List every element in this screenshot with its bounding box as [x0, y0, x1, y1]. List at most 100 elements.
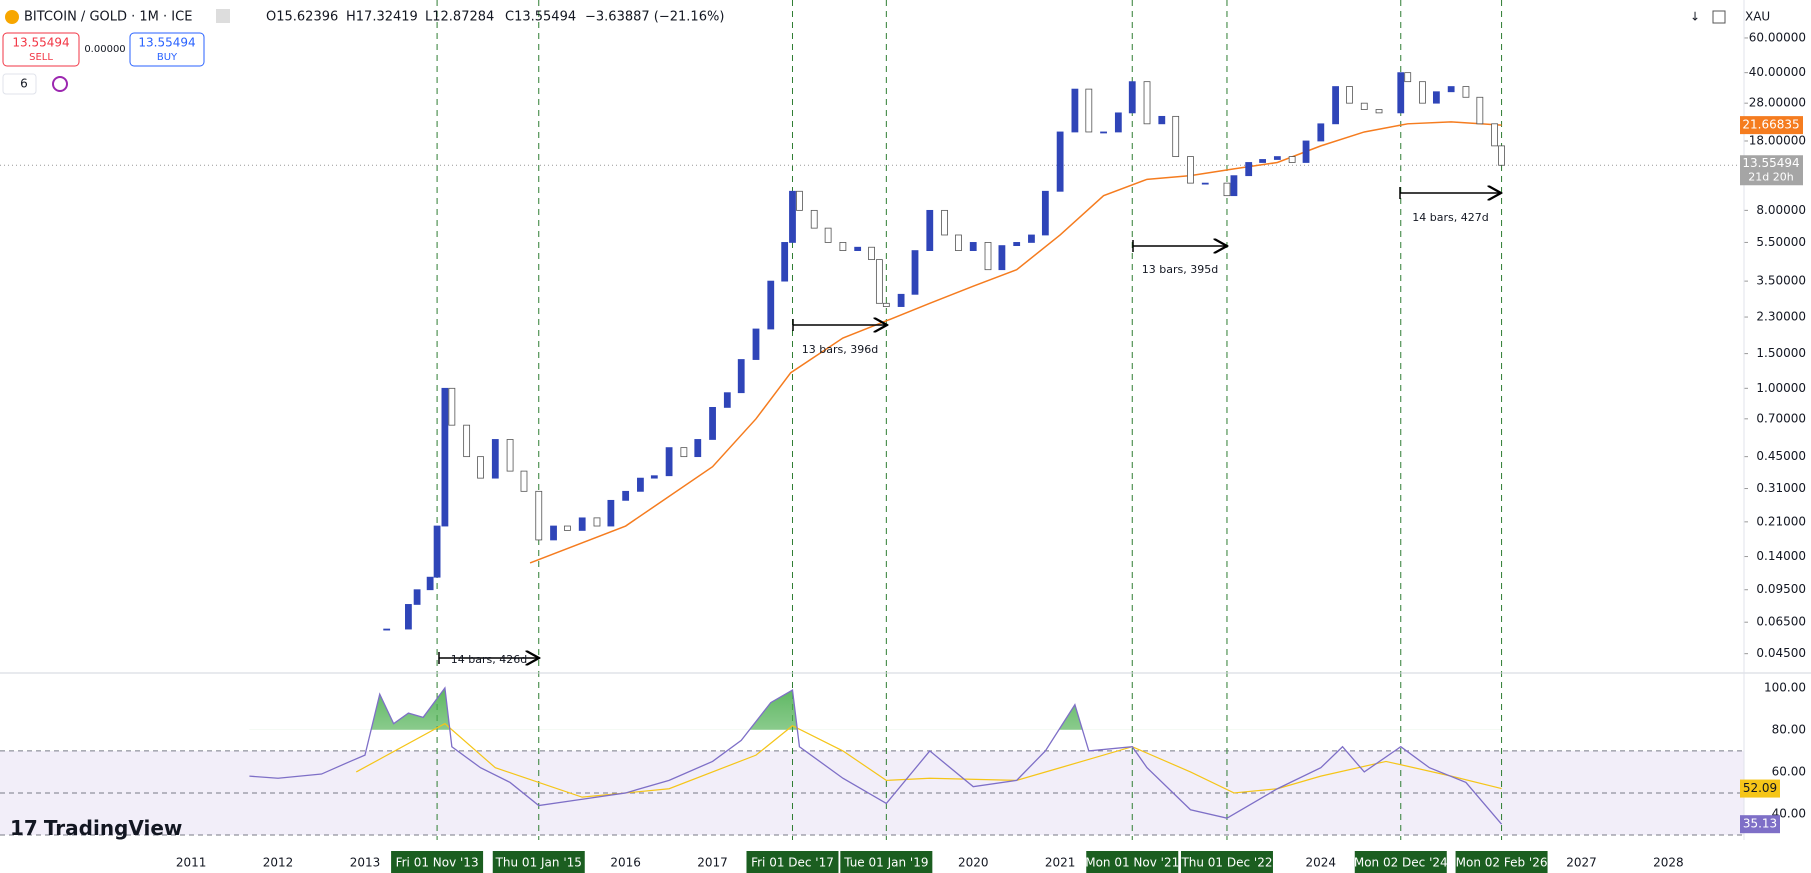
candle — [1201, 182, 1209, 185]
currency[interactable]: XAU — [1745, 10, 1770, 24]
candle — [1397, 72, 1405, 114]
marker-box — [840, 851, 933, 873]
candle — [752, 328, 760, 360]
candle — [1302, 140, 1310, 163]
x-tick-label: 2024 — [1306, 856, 1337, 870]
measure-label: 14 bars, 427d — [1412, 211, 1488, 224]
candle — [1419, 81, 1426, 104]
candle — [911, 250, 919, 295]
candle — [1028, 234, 1035, 243]
candle — [1143, 81, 1151, 125]
y-tick-label: 40.00000 — [1749, 65, 1806, 79]
candle — [680, 447, 688, 458]
candle — [1041, 190, 1049, 236]
candle — [1288, 156, 1296, 163]
candle — [405, 604, 412, 630]
candle — [839, 242, 847, 251]
candle — [789, 190, 796, 243]
candle — [1317, 123, 1325, 142]
rsi-tick-label: 80.00 — [1772, 722, 1806, 736]
marker-label: Thu 01 Jan '15 — [495, 856, 582, 870]
buy-label: BUY — [157, 52, 178, 63]
marker-box — [1354, 851, 1447, 873]
candle — [1187, 156, 1194, 184]
candle — [737, 359, 745, 394]
header: BITCOIN / GOLD · 1M · ICE O15.62396 H17.… — [2, 9, 1806, 873]
sell-label: SELL — [29, 52, 53, 63]
rsi-line — [249, 686, 1503, 825]
candle — [477, 456, 484, 479]
candle — [1230, 175, 1238, 197]
candle — [564, 525, 571, 531]
candle — [882, 302, 890, 307]
candle — [1223, 182, 1231, 197]
rsi-tick-label: 40.00 — [1772, 806, 1806, 820]
candle — [506, 439, 514, 472]
candle — [1432, 91, 1440, 104]
download-icon[interactable]: ↓ — [1690, 10, 1700, 24]
candle — [1245, 162, 1253, 177]
candle — [535, 490, 543, 541]
candle — [1498, 145, 1505, 166]
candle — [694, 439, 702, 458]
candle — [767, 280, 775, 330]
candle — [1172, 115, 1180, 157]
plot: 14 bars, 426d 13 bars, 396d 13 bars, 395d 1… — [249, 72, 1505, 825]
y-tick-label: 1.50000 — [1756, 346, 1806, 360]
marker-label: Mon 02 Dec '24 — [1354, 856, 1448, 870]
candle — [868, 246, 875, 261]
candle — [607, 499, 615, 527]
y-tick-label: 0.14000 — [1756, 549, 1806, 563]
indicators-count: 6 — [20, 77, 28, 91]
spread: 0.00000 — [84, 44, 125, 55]
rsi-label: 35.13 — [1743, 817, 1777, 831]
ma-label: 21.66835 — [1742, 118, 1799, 132]
flag[interactable] — [216, 9, 230, 23]
candle — [1476, 96, 1484, 125]
candle — [969, 242, 977, 251]
ohlc-high: H17.32419 — [346, 10, 418, 25]
x-tick-label: 2012 — [263, 856, 294, 870]
buy-button[interactable] — [129, 32, 205, 67]
rsi-overbought-fill — [249, 687, 1502, 730]
candle — [875, 259, 883, 304]
sell-button[interactable] — [2, 32, 80, 67]
candle — [1056, 131, 1064, 192]
measure-label: 13 bars, 395d — [1142, 263, 1218, 276]
candle — [550, 525, 557, 541]
marker-label: Fri 01 Nov '13 — [396, 856, 479, 870]
y-tick-label: 0.45000 — [1756, 449, 1806, 463]
marker-label: Mon 01 Nov '21 — [1085, 856, 1179, 870]
last-price-label: 13.55494 — [1742, 156, 1799, 170]
candle — [491, 439, 499, 479]
candle — [520, 470, 528, 492]
marker-box — [391, 851, 484, 873]
sync-icon[interactable] — [52, 76, 68, 92]
rsi-ma — [355, 722, 1502, 798]
candle — [1462, 86, 1470, 98]
rsi-badge — [1740, 815, 1780, 834]
candle — [1360, 102, 1368, 110]
marker-box — [492, 851, 585, 873]
y-tick-label: 1.00000 — [1756, 381, 1806, 395]
candle — [1259, 159, 1266, 163]
candle — [926, 209, 934, 251]
y-tick-label: 0.21000 — [1756, 514, 1806, 528]
buy-price: 13.55494 — [138, 36, 195, 50]
candle — [665, 447, 673, 477]
candle — [1273, 156, 1281, 160]
candle — [1491, 123, 1499, 147]
candle — [1100, 131, 1107, 134]
candle — [781, 242, 789, 282]
x-tick-label: 2020 — [958, 856, 989, 870]
indicators-toggle[interactable] — [2, 73, 37, 95]
symbol[interactable]: BITCOIN / GOLD · 1M · ICE — [24, 10, 192, 25]
y-tick-label: 2.30000 — [1756, 310, 1806, 324]
candle — [650, 475, 658, 479]
ohlc-close: C13.55494 — [505, 10, 576, 25]
candle — [1447, 86, 1455, 93]
fullscreen-icon[interactable] — [1712, 10, 1726, 24]
candle — [433, 525, 441, 578]
rsi-ma-badge — [1740, 779, 1780, 798]
y-tick-label: 8.00000 — [1756, 203, 1806, 217]
